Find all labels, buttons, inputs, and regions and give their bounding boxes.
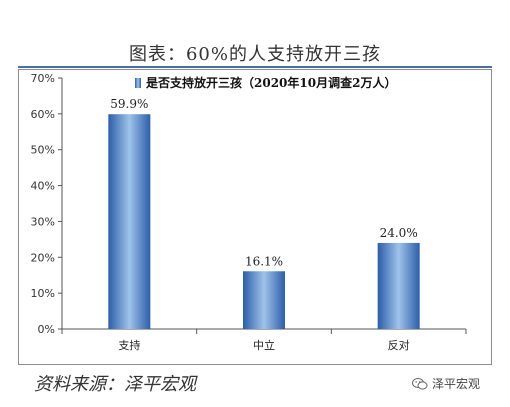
bar-1 [108,114,151,329]
y-tick-label: 10% [31,287,55,300]
chart-frame [18,69,492,365]
source-note: 资料来源：泽平宏观 [34,374,196,395]
chart-legend: 是否支持放开三孩（2020年10月调查2万人） [135,75,396,90]
y-tick-label: 60% [31,108,55,121]
y-tick-label: 50% [31,144,55,157]
bar-2 [243,271,285,329]
bar-3 [377,242,420,329]
legend-swatch [135,78,141,88]
x-category-label: 反对 [388,338,410,352]
brand-badge: 泽平宏观 [412,375,480,392]
legend-label: 是否支持放开三孩（2020年10月调查2万人） [145,75,396,90]
data-label: 16.1% [245,254,283,268]
title-rule [18,66,492,68]
wechat-icon [412,377,428,390]
x-category-label: 支持 [118,338,140,352]
y-tick-label: 0% [38,323,55,336]
data-label: 24.0% [380,226,418,240]
y-tick-label: 20% [31,251,55,264]
brand-name: 泽平宏观 [432,377,481,391]
data-label: 59.9% [110,97,148,111]
y-tick-label: 30% [31,215,55,228]
y-tick-label: 40% [31,180,55,193]
y-tick-label: 70% [31,72,55,85]
x-category-label: 中立 [253,338,275,352]
page-title: 图表：60%的人支持放开三孩 [128,44,381,65]
